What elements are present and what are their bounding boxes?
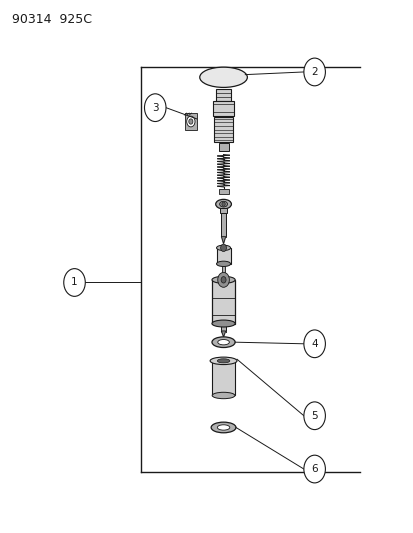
- Bar: [213, 117, 233, 142]
- Bar: [221, 324, 225, 332]
- Bar: [222, 264, 225, 278]
- Text: 90314  925C: 90314 925C: [12, 13, 92, 26]
- Circle shape: [186, 116, 195, 127]
- Circle shape: [303, 455, 325, 483]
- Ellipse shape: [211, 320, 235, 327]
- Ellipse shape: [209, 357, 236, 365]
- Bar: [215, 89, 231, 101]
- Ellipse shape: [211, 276, 235, 284]
- Polygon shape: [221, 237, 225, 244]
- Text: 3: 3: [152, 103, 158, 112]
- Ellipse shape: [211, 392, 235, 399]
- Bar: [216, 248, 230, 264]
- Circle shape: [303, 58, 325, 86]
- Circle shape: [221, 277, 225, 283]
- Text: 2: 2: [311, 67, 317, 77]
- Text: 6: 6: [311, 464, 317, 474]
- Circle shape: [221, 202, 225, 206]
- Bar: [221, 208, 225, 237]
- Circle shape: [303, 402, 325, 430]
- Bar: [212, 101, 234, 116]
- Bar: [218, 189, 228, 193]
- Bar: [211, 280, 235, 324]
- Bar: [212, 361, 235, 395]
- Ellipse shape: [217, 340, 229, 345]
- Bar: [218, 143, 228, 151]
- Ellipse shape: [219, 201, 227, 207]
- Ellipse shape: [216, 261, 230, 266]
- Ellipse shape: [211, 422, 235, 433]
- Ellipse shape: [199, 67, 247, 87]
- Polygon shape: [221, 331, 225, 337]
- Ellipse shape: [211, 337, 235, 348]
- Bar: [185, 113, 196, 130]
- Circle shape: [188, 119, 192, 124]
- Circle shape: [303, 330, 325, 358]
- Bar: [219, 208, 227, 213]
- Ellipse shape: [217, 425, 229, 430]
- Circle shape: [144, 94, 166, 122]
- Circle shape: [64, 269, 85, 296]
- Text: 1: 1: [71, 278, 78, 287]
- Text: 5: 5: [311, 411, 317, 421]
- Circle shape: [217, 272, 229, 287]
- Ellipse shape: [216, 245, 230, 251]
- Ellipse shape: [215, 199, 231, 209]
- Text: 4: 4: [311, 339, 317, 349]
- Ellipse shape: [217, 359, 229, 363]
- Circle shape: [220, 244, 226, 252]
